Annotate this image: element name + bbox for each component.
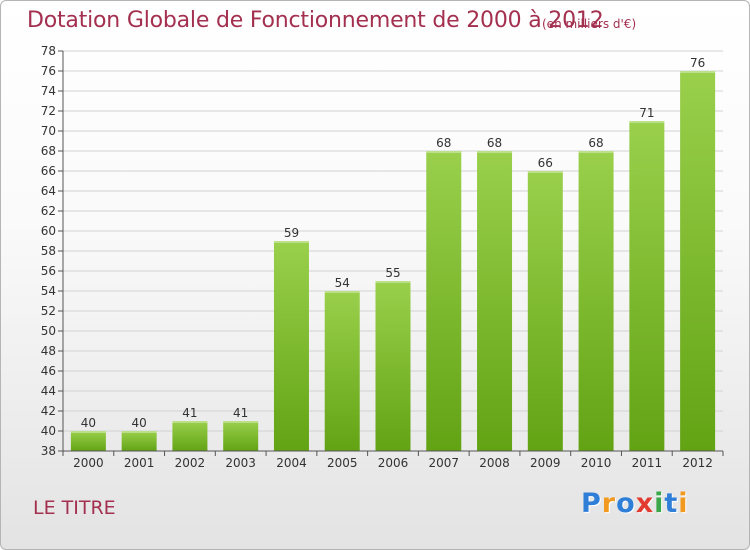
- x-tick-label: 2012: [682, 456, 713, 470]
- y-tick-label: 70: [41, 124, 56, 138]
- data-label: 41: [182, 406, 197, 420]
- bar: [680, 71, 716, 451]
- bar-highlight: [324, 291, 360, 293]
- commune-name: LE TITRE: [33, 497, 116, 519]
- axes: [58, 50, 724, 456]
- bar-highlight: [426, 151, 462, 153]
- y-tick-label: 42: [41, 404, 56, 418]
- y-tick-label: 64: [41, 184, 56, 198]
- bar-highlight: [629, 121, 665, 123]
- bar-highlight: [680, 71, 716, 73]
- y-tick-label: 48: [41, 344, 56, 358]
- y-tick-label: 40: [41, 424, 56, 438]
- logo-letter: t: [664, 488, 679, 519]
- bar: [629, 121, 665, 451]
- y-tick-label: 50: [41, 324, 56, 338]
- chart-subtitle: (en milliers d'€): [542, 17, 637, 31]
- bar: [223, 421, 259, 451]
- data-label: 40: [81, 416, 96, 430]
- bar-highlight: [172, 421, 208, 423]
- logo-letter: P: [581, 488, 602, 519]
- x-tick-label: 2003: [225, 456, 256, 470]
- x-tick-label: 2008: [479, 456, 510, 470]
- bar: [375, 281, 411, 451]
- data-label: 54: [335, 276, 350, 290]
- logo-letter: x: [635, 488, 655, 519]
- logo-letter: i: [678, 488, 689, 519]
- x-tick-label: 2007: [428, 456, 459, 470]
- bar: [172, 421, 208, 451]
- y-tick-label: 76: [41, 64, 56, 78]
- data-label: 68: [588, 136, 603, 150]
- proxiti-logo: Proxiti: [581, 488, 689, 519]
- bar-highlight: [578, 151, 614, 153]
- data-label: 68: [487, 136, 502, 150]
- y-tick-label: 56: [41, 264, 56, 278]
- logo-letter: r: [601, 488, 617, 519]
- y-tick-label: 54: [41, 284, 56, 298]
- bar-highlight: [70, 431, 106, 433]
- y-tick-label: 52: [41, 304, 56, 318]
- x-tick-label: 2000: [73, 456, 104, 470]
- bar-highlight: [477, 151, 513, 153]
- bar-highlight: [223, 421, 259, 423]
- x-tick-label: 2002: [175, 456, 206, 470]
- bar: [70, 431, 106, 451]
- data-label: 76: [690, 56, 705, 70]
- bars: [70, 71, 716, 451]
- data-label: 66: [538, 156, 553, 170]
- bar: [578, 151, 614, 451]
- x-tick-label: 2005: [327, 456, 358, 470]
- bar-highlight: [273, 241, 309, 243]
- x-tick-label: 2011: [632, 456, 663, 470]
- y-tick-label: 74: [41, 84, 56, 98]
- logo-letter: o: [616, 488, 636, 519]
- data-label: 71: [639, 106, 654, 120]
- bar-highlight: [121, 431, 157, 433]
- bar: [121, 431, 157, 451]
- x-tick-label: 2001: [124, 456, 155, 470]
- y-tick-label: 38: [41, 444, 56, 458]
- data-label: 41: [233, 406, 248, 420]
- data-label: 59: [284, 226, 299, 240]
- y-tick-label: 60: [41, 224, 56, 238]
- y-tick-label: 44: [41, 384, 56, 398]
- bar: [477, 151, 513, 451]
- y-tick-label: 62: [41, 204, 56, 218]
- y-tick-label: 68: [41, 144, 56, 158]
- x-tick-label: 2009: [530, 456, 561, 470]
- bar: [324, 291, 360, 451]
- chart-title: Dotation Globale de Fonctionnement de 20…: [27, 8, 604, 33]
- data-label: 68: [436, 136, 451, 150]
- logo-letter: i: [654, 488, 665, 519]
- bar-highlight: [527, 171, 563, 173]
- bar: [426, 151, 462, 451]
- data-label: 55: [385, 266, 400, 280]
- data-label: 40: [132, 416, 147, 430]
- x-tick-label: 2010: [581, 456, 612, 470]
- x-tick-label: 2006: [378, 456, 409, 470]
- y-tick-label: 72: [41, 104, 56, 118]
- labels: 38 40 42 44 46 48 50 52 54 56 58 60 62 64 66 68 70 72 74 76…: [41, 44, 713, 470]
- bar: [273, 241, 309, 451]
- y-tick-label: 78: [41, 44, 56, 58]
- x-tick-label: 2004: [276, 456, 307, 470]
- y-tick-label: 66: [41, 164, 56, 178]
- y-tick-label: 46: [41, 364, 56, 378]
- y-tick-label: 58: [41, 244, 56, 258]
- bar: [527, 171, 563, 451]
- bar-highlight: [375, 281, 411, 283]
